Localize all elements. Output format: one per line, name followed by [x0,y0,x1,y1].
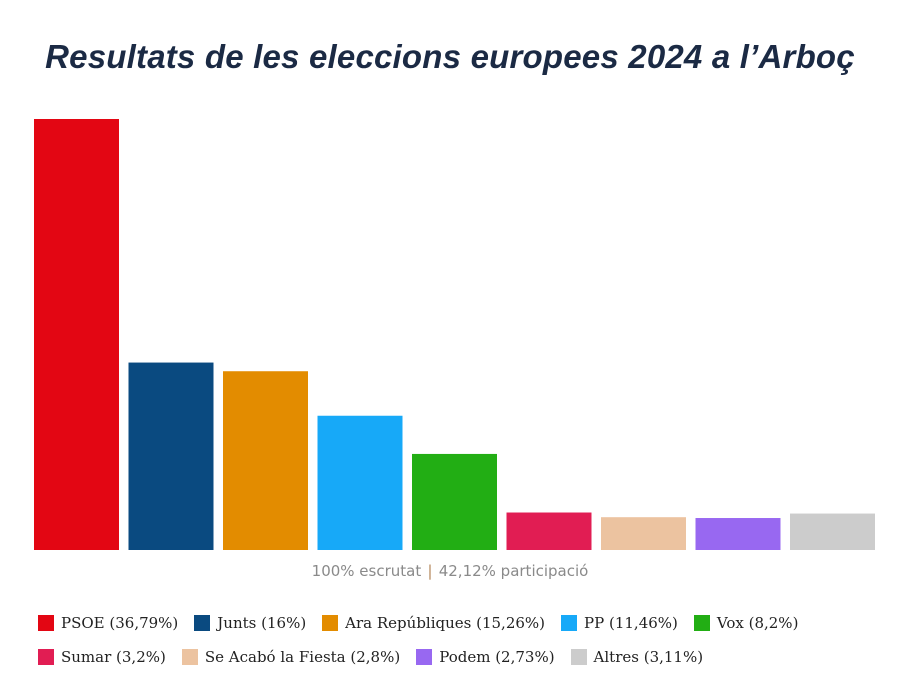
participation-text: 42,12% participació [438,562,589,580]
legend-swatch [38,649,54,665]
bar-altres [790,513,875,550]
legend-label: PSOE (36,79%) [61,614,179,632]
legend-swatch [194,615,211,631]
bar-ara-rep-bliques [223,371,308,550]
legend-swatch [693,615,710,631]
legend-row: Sumar (3,2%) Se Acabó la Fiesta (2,8%) P… [38,640,878,674]
legend-item-ara-republiques: Ara Repúbliques (15,26%) [322,614,545,632]
legend-item-sumar: Sumar (3,2%) [38,648,166,666]
legend-label: PP (11,46%) [584,614,678,632]
bar-podem [695,518,781,550]
legend-swatch [322,615,339,631]
legend-swatch [181,649,198,665]
bar-pp [317,415,403,550]
legend-item-pp: PP (11,46%) [561,614,678,632]
legend-label: Sumar (3,2%) [61,648,166,666]
legend-label: Se Acabó la Fiesta (2,8%) [204,648,401,666]
scrutiny-text: 100% escrutat [311,562,422,580]
chart-footer: 100% escrutat | 42,12% participació [0,562,900,580]
bar-se-acab-la-fiesta [601,517,686,550]
legend-label: Ara Repúbliques (15,26%) [345,614,546,632]
bar-chart [34,119,875,550]
legend-item-podem: Podem (2,73%) [416,648,555,666]
legend-label: Podem (2,73%) [439,648,555,666]
chart-legend: PSOE (36,79%) Junts (16%) Ara Repúblique… [38,606,878,674]
legend-row: PSOE (36,79%) Junts (16%) Ara Repúblique… [38,606,878,640]
footer-separator: | [427,562,433,580]
legend-swatch [38,615,54,631]
legend-swatch [561,615,578,631]
legend-item-se-acabo-la-fiesta: Se Acabó la Fiesta (2,8%) [181,648,401,666]
legend-swatch [570,649,587,665]
legend-item-psoe: PSOE (36,79%) [38,614,178,632]
legend-item-junts: Junts (16%) [194,614,306,632]
legend-label: Altres (3,11%) [593,648,704,666]
chart-title: Resultats de les eleccions europees 2024… [45,38,855,75]
bar-junts [128,362,214,550]
legend-item-altres: Altres (3,11%) [570,648,704,666]
legend-item-vox: Vox (8,2%) [693,614,799,632]
legend-label: Junts (16%) [217,614,307,632]
legend-label: Vox (8,2%) [716,614,799,632]
bar-vox [412,453,497,550]
bar-sumar [506,512,592,550]
legend-swatch [416,649,433,665]
bar-psoe [34,119,119,550]
